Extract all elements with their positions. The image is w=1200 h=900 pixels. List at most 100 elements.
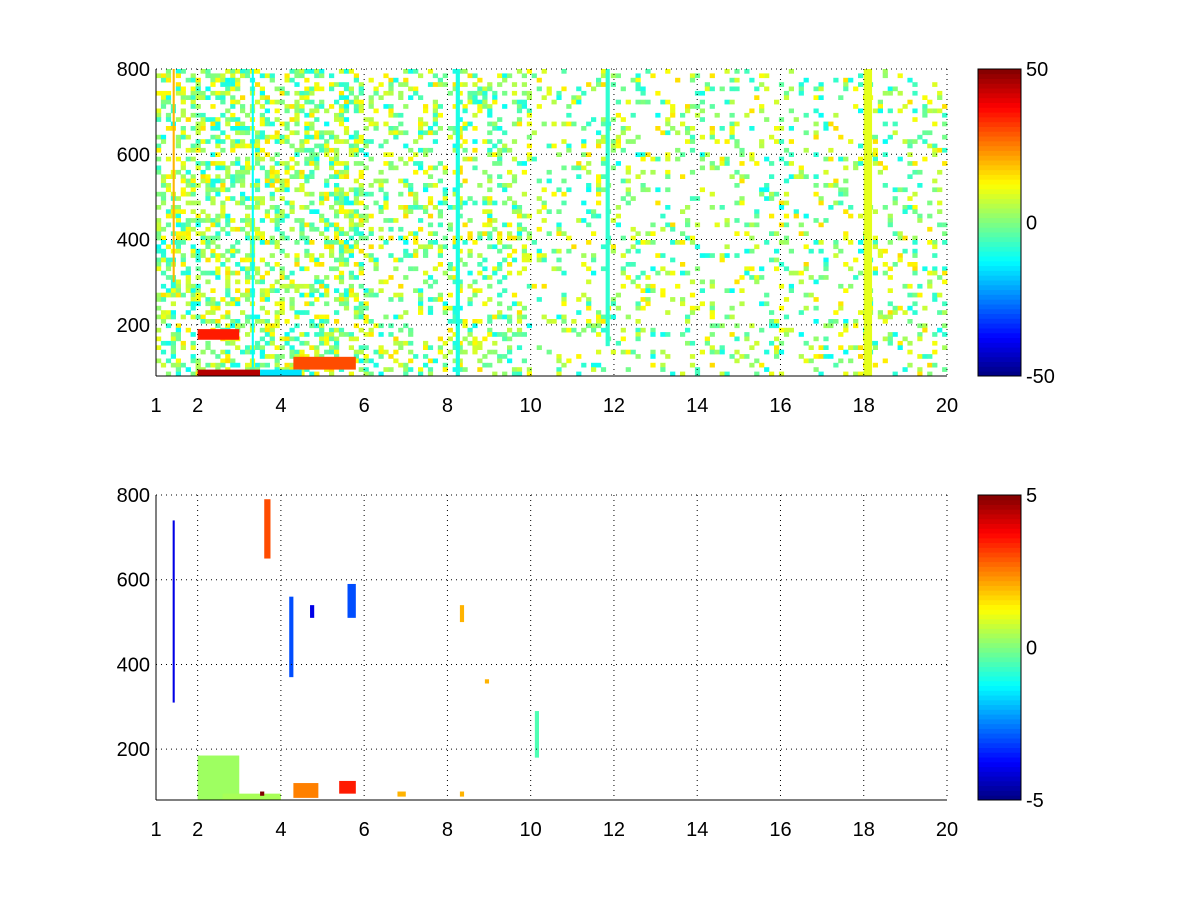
heatmap-cell: [235, 240, 241, 245]
colorbar-swatch: [978, 523, 1021, 529]
heatmap-cell: [348, 143, 354, 149]
heatmap-cell: [393, 126, 399, 131]
heatmap-cell: [689, 340, 696, 346]
heatmap-cell: [245, 156, 251, 162]
heatmap-cell: [299, 69, 305, 74]
heatmap-cell: [180, 240, 186, 245]
heatmap-cell: [175, 169, 181, 175]
heatmap-cell: [334, 213, 340, 219]
heatmap-cell: [353, 262, 359, 267]
heatmap-cell: [437, 161, 443, 166]
heatmap-cell: [477, 319, 483, 324]
heatmap-cell: [240, 69, 246, 74]
heatmap-cell: [215, 143, 221, 149]
heatmap-cell: [561, 297, 567, 302]
colorbar-swatch: [978, 126, 1021, 132]
heatmap-cell: [230, 112, 236, 118]
heatmap-cell: [858, 371, 864, 377]
heatmap-cell: [289, 130, 295, 136]
heatmap-cell: [764, 292, 770, 298]
heatmap-cell: [215, 275, 221, 280]
heatmap-cell: [348, 90, 354, 96]
heatmap-cell: [180, 257, 186, 263]
colorbar-swatch: [978, 78, 1021, 84]
heatmap-cell: [764, 196, 770, 201]
heatmap-cell: [546, 86, 552, 92]
heatmap-cell: [408, 205, 414, 210]
heatmap-cell: [546, 178, 552, 184]
heatmap-cell: [343, 305, 350, 311]
heatmap-cell: [922, 323, 928, 329]
heatmap-cell: [813, 86, 819, 92]
heatmap-cell: [630, 112, 636, 118]
heatmap-cell: [600, 327, 607, 333]
heatmap-cell: [205, 161, 211, 166]
heatmap-cell: [358, 200, 364, 206]
heatmap-cell: [902, 283, 908, 289]
heatmap-cell: [526, 108, 532, 114]
heatmap-cell: [596, 139, 602, 144]
heatmap-cell: [739, 174, 745, 179]
heatmap-cell: [413, 86, 419, 92]
heatmap-cell: [719, 161, 725, 166]
heatmap-cell: [467, 332, 473, 337]
heatmap-cell: [210, 288, 216, 293]
heatmap-cell: [452, 358, 458, 364]
heatmap-cell: [175, 336, 181, 342]
heatmap-cell: [882, 165, 888, 171]
heatmap-cell: [423, 279, 429, 285]
heatmap-cell: [200, 209, 206, 214]
heatmap-cell: [210, 235, 216, 241]
heatmap-cell: [274, 319, 280, 324]
heatmap-cell: [502, 90, 508, 96]
heatmap-cell: [245, 222, 251, 228]
heatmap-cell: [210, 178, 216, 184]
heatmap-cell: [635, 73, 641, 79]
heatmap-cell: [363, 358, 369, 364]
heatmap-cell: [853, 345, 859, 350]
heatmap-cell: [937, 90, 943, 96]
heatmap-cell: [225, 270, 231, 276]
heatmap-cell: [353, 143, 359, 149]
heatmap-cell: [160, 134, 167, 140]
heatmap-cell: [759, 187, 765, 193]
heatmap-cell: [843, 323, 849, 329]
heatmap-cell: [185, 270, 191, 276]
heatmap-cell: [245, 143, 251, 149]
heatmap-cell: [877, 169, 883, 175]
heatmap-cell: [442, 169, 448, 175]
heatmap-cell: [225, 174, 231, 179]
heatmap-cell: [497, 161, 503, 166]
heatmap-cell: [447, 327, 453, 333]
heatmap-cell: [932, 340, 938, 346]
heatmap-cell: [245, 112, 251, 118]
colorbar-swatch: [978, 232, 1021, 238]
heatmap-cell: [645, 152, 651, 157]
heatmap-cell: [502, 183, 508, 188]
heatmap-cell: [299, 108, 305, 114]
heatmap-cell: [670, 126, 676, 131]
heatmap-cell: [284, 235, 290, 241]
heatmap-cell: [338, 112, 345, 118]
heatmap-cell: [447, 90, 453, 96]
colorbar-swatch: [978, 661, 1021, 667]
colorbar-swatch: [978, 576, 1021, 582]
heatmap-cell: [156, 90, 162, 96]
heatmap-cell: [373, 178, 379, 184]
heatmap-cell: [754, 340, 760, 346]
heatmap-cell: [778, 126, 785, 131]
heatmap-cell: [531, 240, 537, 245]
heatmap-cell: [215, 134, 221, 140]
heatmap-cell: [294, 187, 300, 193]
heatmap-cell: [408, 327, 414, 333]
heatmap-cell: [230, 117, 236, 122]
heatmap-cell: [190, 283, 196, 289]
heatmap-cell: [373, 108, 379, 114]
colorbar-swatch: [978, 690, 1021, 696]
heatmap-cell: [423, 183, 429, 188]
heatmap-cell: [269, 165, 275, 171]
heatmap-cell: [724, 161, 730, 166]
heatmap-cell: [432, 358, 438, 364]
heatmap-cell: [680, 332, 686, 337]
heatmap-cell: [511, 178, 518, 184]
